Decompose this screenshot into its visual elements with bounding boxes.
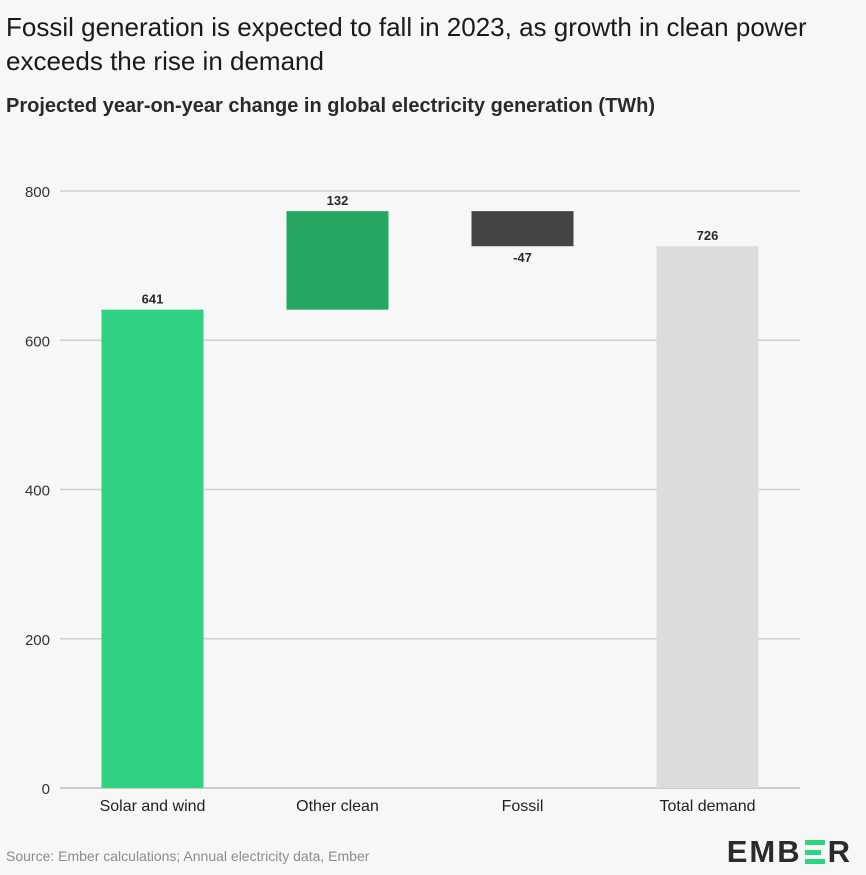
x-tick-label: Solar and wind (100, 798, 206, 815)
x-tick-label: Fossil (502, 798, 544, 815)
bar (101, 309, 204, 788)
bar (286, 211, 389, 310)
x-axis-ticks: Solar and wind Other clean Fossil Total dem… (100, 798, 756, 815)
y-tick-label: 0 (42, 781, 50, 798)
chart-title: Fossil generation is expected to fall in… (6, 12, 807, 76)
bar (471, 211, 574, 247)
y-tick-label: 600 (25, 333, 50, 350)
data-label: -47 (513, 250, 532, 265)
logo-text-right: R (827, 834, 852, 869)
data-labels: 641 132 -47 726 (142, 193, 719, 307)
data-label: 641 (142, 292, 164, 307)
x-tick-label: Total demand (659, 798, 755, 815)
y-tick-label: 800 (25, 184, 50, 201)
y-axis-ticks: 0 200 400 600 800 (25, 184, 50, 798)
logo-text-left: EMB (726, 834, 802, 869)
logo-e-mark (804, 840, 825, 864)
source-note: Source: Ember calculations; Annual elect… (6, 848, 370, 864)
bar (656, 246, 759, 788)
x-tick-label: Other clean (296, 798, 379, 815)
chart-subtitle: Projected year-on-year change in global … (6, 95, 656, 117)
y-tick-label: 400 (25, 483, 50, 500)
y-tick-label: 200 (25, 632, 50, 649)
ember-logo: EMB R (727, 834, 852, 870)
data-label: 726 (697, 228, 719, 243)
data-label: 132 (327, 193, 349, 208)
bars (101, 211, 759, 788)
